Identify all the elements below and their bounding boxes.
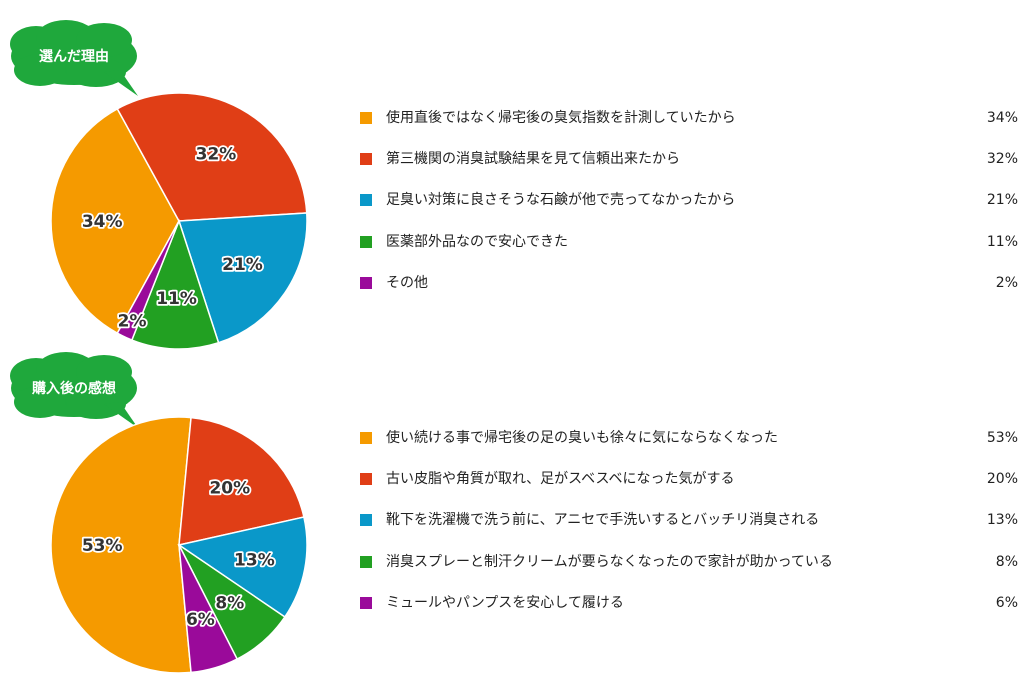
legend-item: 足臭い対策に良さそうな石鹸が他で売ってなかったから 21% [360, 190, 1020, 210]
pie-slice [116, 92, 308, 222]
legend-value: 32% [986, 151, 1018, 168]
pie-slice [177, 212, 308, 344]
legend-label: 消臭スプレーと制汗クリームが要らなくなったので家計が助かっている [386, 553, 833, 570]
legend-item: 古い皮脂や角質が取れ、足がスベスベになった気がする 20% [360, 469, 1020, 489]
legend-label: 使い続ける事で帰宅後の足の臭いも徐々に気にならなくなった [386, 430, 778, 446]
slice-label: 53% [82, 536, 123, 556]
slice-label: 34% [82, 212, 123, 232]
slice-label: 21% [222, 255, 263, 275]
legend-value: 2% [995, 274, 1018, 291]
legend-swatch [360, 153, 372, 166]
legend-swatch [360, 235, 372, 248]
chart-title: 購入後の感想 [31, 380, 116, 397]
slice-label: 6% [186, 610, 215, 630]
legend-label: 古い皮脂や角質が取れ、足がスベスベになった気がする [386, 471, 735, 488]
legend-item: 使い続ける事で帰宅後の足の臭いも徐々に気にならなくなった 53% [360, 428, 1020, 448]
slice-label: 20% [209, 478, 250, 498]
legend-item: 消臭スプレーと制汗クリームが要らなくなったので家計が助かっている 8% [360, 552, 1020, 572]
pie-slice [116, 220, 180, 341]
slice-label: 11% [156, 289, 197, 309]
legend-swatch [360, 112, 372, 124]
legend-label: 靴下を洗濯機で洗う前に、アニセで手洗いするとバッチリ消臭される [386, 512, 820, 529]
legend-item: 靴下を洗濯機で洗う前に、アニセで手洗いするとバッチリ消臭される 13% [360, 510, 1020, 530]
legend-swatch [360, 596, 372, 609]
chart-section-impressions: 購入後の感想 53% 20% 13% 8% 6% 使い続ける事で帰宅後の足の臭いも徐々に… [0, 346, 1025, 692]
pie-chart: 53% 20% 13% 8%6% [50, 416, 308, 674]
legend-value: 11% [986, 233, 1018, 250]
legend-label: 足臭い対策に良さそうな石鹸が他で売ってなかったから [386, 192, 736, 209]
legend-value: 13% [986, 512, 1018, 529]
legend-item: 使用直後ではなく帰宅後の臭気指数を計測していたから 34% [360, 108, 1020, 128]
legend-item: 医薬部外品なので安心できた 11% [360, 232, 1020, 252]
pie-slice [177, 516, 308, 618]
legend-label: 医薬部外品なので安心できた [386, 233, 568, 250]
legend-item: その他 2% [360, 273, 1020, 293]
legend-value: 21% [986, 192, 1018, 209]
chart-section-reasons: 選んだ理由 34% 32% 21% 11% 2% 使用直後ではなく帰宅後の臭気指数を計測… [10, 20, 1020, 350]
bubble-shape [10, 352, 138, 428]
slice-label: 2% [118, 312, 147, 332]
legend-label: ミュールやパンプスを安心して履ける [386, 594, 624, 611]
title-bubble: 選んだ理由 [10, 20, 138, 96]
legend-swatch [360, 276, 372, 289]
chart-title: 選んだ理由 [39, 48, 109, 65]
legend: 使用直後ではなく帰宅後の臭気指数を計測していたから 34% 第三機関の消臭試験結果… [360, 108, 1020, 314]
pie-slice [50, 416, 192, 674]
pie-slice [50, 107, 180, 335]
legend-swatch [360, 514, 372, 527]
legend-swatch [360, 473, 372, 486]
legend-value: 8% [995, 553, 1018, 570]
slice-label: 32% [196, 145, 237, 165]
legend-label: その他 [386, 274, 428, 291]
slice-label: 8% [215, 594, 244, 614]
pie-slice [178, 544, 239, 674]
legend-value: 20% [986, 471, 1018, 488]
legend-item: 第三機関の消臭試験結果を見て信頼出来たから 32% [360, 149, 1020, 169]
pie-slice [130, 218, 220, 350]
legend-swatch [360, 432, 372, 444]
slice-label: 13% [234, 550, 275, 570]
pie-chart: 34% 32% 21% 11% 2% [50, 92, 308, 350]
legend: 使い続ける事で帰宅後の足の臭いも徐々に気にならなくなった 53% 古い皮脂や角質が… [360, 428, 1020, 634]
legend-value: 53% [986, 430, 1018, 446]
legend-value: 6% [995, 594, 1018, 611]
legend-item: ミュールやパンプスを安心して履ける 6% [360, 593, 1020, 613]
bubble-shape [10, 20, 138, 96]
legend-value: 34% [986, 110, 1018, 126]
legend-label: 第三機関の消臭試験結果を見て信頼出来たから [386, 151, 680, 168]
legend-label: 使用直後ではなく帰宅後の臭気指数を計測していたから [386, 110, 736, 126]
legend-swatch [360, 555, 372, 568]
pie-slice [178, 416, 305, 546]
legend-swatch [360, 194, 372, 207]
title-bubble: 購入後の感想 [10, 352, 138, 428]
